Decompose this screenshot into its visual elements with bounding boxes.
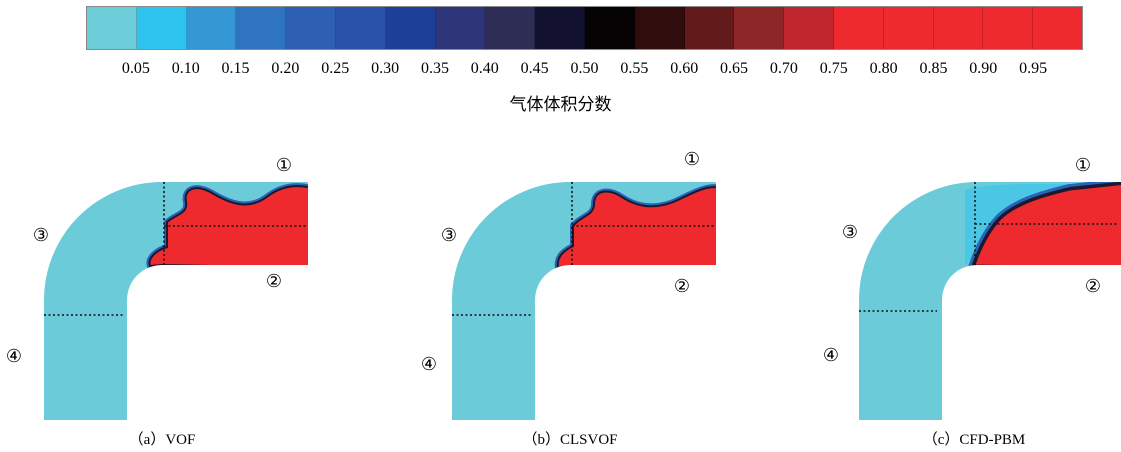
caption-cfd-pbm: （c）CFD-PBM (923, 431, 1026, 448)
colorbar-tick-label: 0.40 (470, 60, 499, 77)
colorbar-tick-label: 0.15 (221, 60, 250, 77)
marker-2: ② (1085, 276, 1101, 297)
marker-3: ③ (441, 225, 457, 246)
colorbar-tick-label: 0.55 (620, 60, 649, 77)
colorbar-segment (485, 7, 536, 49)
panel-clsvof: ① ② ③ ④ （b）CLSVOF (421, 149, 716, 448)
colorbar-tick-label: 0.60 (670, 60, 699, 77)
colorbar-segment (784, 7, 834, 49)
panel-vof: ① ② ③ ④ （a）VOF (6, 155, 308, 448)
marker-2: ② (266, 271, 282, 292)
colorbar-segment (385, 7, 436, 49)
caption-clsvof: （b）CLSVOF (522, 431, 617, 448)
panel-cfd-pbm: ① ② ③ ④ （c）CFD-PBM (823, 155, 1121, 448)
colorbar-segment (883, 7, 934, 49)
colorbar-tick-label: 0.70 (769, 60, 798, 77)
colorbar-segment (933, 7, 984, 49)
marker-1: ① (684, 149, 700, 170)
colorbar-title: 气体体积分数 (509, 95, 612, 115)
marker-4: ④ (823, 345, 839, 366)
colorbar-segment (584, 7, 635, 49)
marker-3: ③ (842, 222, 858, 243)
colorbar-tick-label: 0.50 (570, 60, 599, 77)
colorbar-segment (286, 7, 336, 49)
colorbar-tick-label: 0.65 (720, 60, 749, 77)
colorbar-tick-label: 0.75 (819, 60, 848, 77)
marker-3: ③ (33, 225, 49, 246)
colorbar-segment (833, 7, 884, 49)
colorbar-segment (983, 7, 1034, 49)
caption-vof: （a）VOF (129, 431, 196, 448)
marker-4: ④ (421, 354, 437, 375)
marker-4: ④ (6, 346, 22, 367)
liquid-region (148, 185, 308, 270)
colorbar (86, 6, 1083, 50)
marker-1: ① (1075, 155, 1091, 176)
colorbar-segment (1033, 7, 1082, 49)
colorbar-segment (535, 7, 585, 49)
colorbar-tick-label: 0.80 (869, 60, 898, 77)
colorbar-segment (236, 7, 287, 49)
colorbar-segment (734, 7, 785, 49)
colorbar-segment (634, 7, 685, 49)
colorbar-tick-label: 0.05 (121, 60, 150, 77)
colorbar-segment (684, 7, 735, 49)
colorbar-tick-label: 0.20 (271, 60, 300, 77)
liquid-region (556, 186, 716, 270)
colorbar-tick-label: 0.90 (969, 60, 998, 77)
colorbar-segment (435, 7, 486, 49)
colorbar-tick-label: 0.35 (420, 60, 449, 77)
colorbar-tick-label: 0.85 (919, 60, 948, 77)
colorbar-tick-label: 0.45 (520, 60, 549, 77)
colorbar-tick-label: 0.95 (1019, 60, 1048, 77)
colorbar-segment (87, 7, 137, 49)
marker-2: ② (674, 276, 690, 297)
colorbar-segment (136, 7, 187, 49)
liquid-region (974, 183, 1121, 269)
marker-1: ① (276, 155, 292, 176)
colorbar-tick-label: 0.25 (321, 60, 350, 77)
colorbar-segment (335, 7, 386, 49)
colorbar-tick-label: 0.10 (171, 60, 200, 77)
colorbar-segment (186, 7, 237, 49)
colorbar-tick-label: 0.30 (371, 60, 400, 77)
